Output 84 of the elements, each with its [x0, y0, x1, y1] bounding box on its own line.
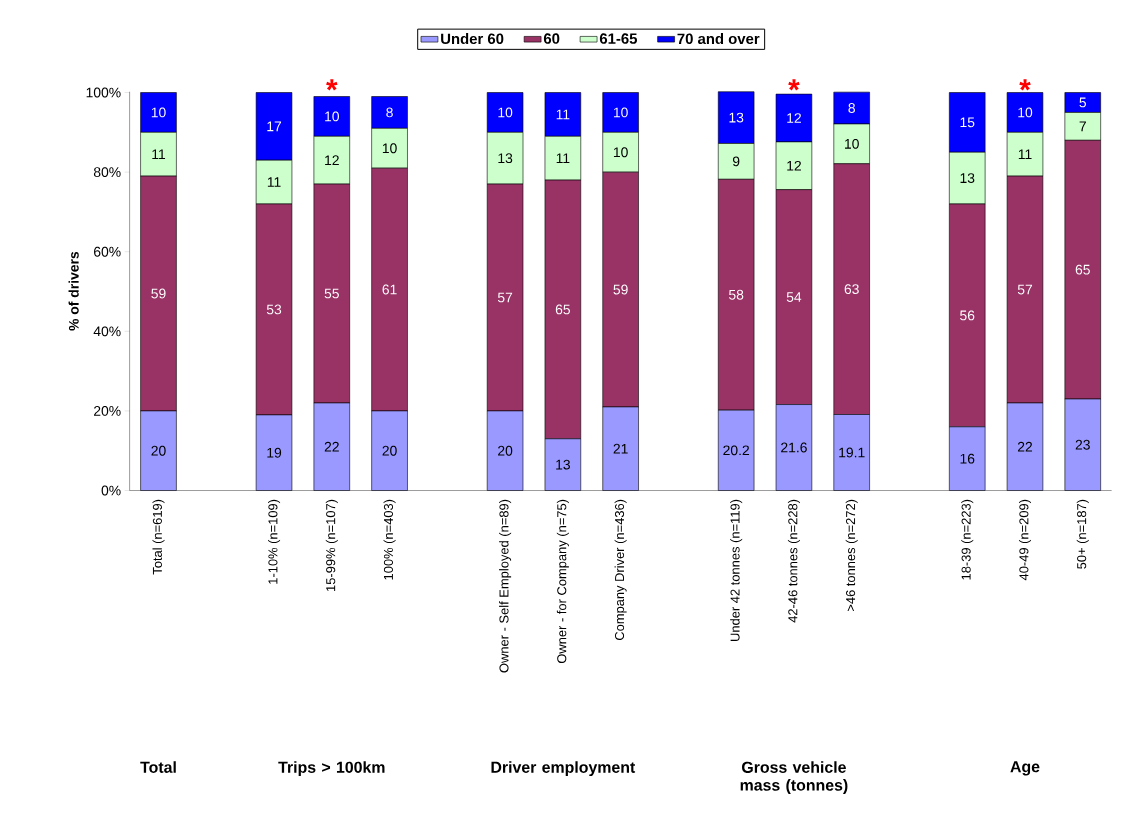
text: Gross vehicle mass (tonnes) [740, 761, 848, 795]
annotation: * [788, 79, 800, 91]
text: Driver employment [491, 761, 636, 777]
text: Trips > 100km [278, 761, 385, 777]
data-label: 65 [555, 304, 571, 315]
data-label: 16 [960, 453, 975, 464]
legend-label: 60 [543, 33, 560, 45]
data-label: 13 [729, 112, 744, 123]
data-label: 10 [613, 147, 628, 158]
data-label: 13 [960, 173, 975, 184]
data-label: 17 [267, 121, 282, 132]
data-label: 12 [787, 113, 801, 124]
data-label: 13 [556, 459, 570, 470]
annotation: * [1019, 79, 1031, 91]
data-label: 11 [556, 153, 570, 164]
x-tick-label: 42-46 tonnes (n=228) [787, 500, 800, 623]
data-label: 8 [848, 103, 855, 114]
x-tick-label: 40-49 (n=209) [1018, 500, 1032, 581]
data-label: 20 [151, 446, 166, 456]
legend-label: Under 60 [441, 33, 504, 45]
x-tick-label: 1-10% (n=109) [268, 500, 281, 585]
data-label: 19.1 [839, 447, 865, 458]
data-label: 7 [1079, 121, 1086, 132]
data-label: 10 [151, 107, 166, 118]
data-label: 20 [382, 446, 397, 456]
x-tick-label: Total (n=619) [152, 500, 165, 575]
x-tick-label: 100% (n=403) [383, 500, 396, 580]
data-label: 15 [960, 117, 975, 128]
data-label: 21 [613, 444, 628, 454]
text: Age [1010, 761, 1040, 776]
data-label: 19 [267, 448, 282, 458]
data-label: 10 [325, 111, 339, 122]
data-label: 53 [266, 304, 282, 315]
data-label: 63 [844, 284, 859, 295]
data-label: 8 [386, 107, 393, 118]
data-label: 12 [787, 161, 801, 171]
data-label: 12 [325, 155, 339, 166]
data-label: 59 [613, 284, 628, 295]
data-label: 11 [267, 177, 281, 188]
data-label: 23 [1075, 440, 1090, 450]
x-tick-label: 18-39 (n=223) [961, 500, 974, 580]
x-tick-label: Owner - for Company (n=75) [556, 500, 569, 664]
data-label: 11 [556, 109, 570, 120]
annotation: * [326, 79, 338, 91]
data-label: 56 [960, 310, 975, 321]
y-tick-label: 60% [94, 247, 121, 257]
data-label: 21.6 [781, 442, 807, 453]
data-label: 5 [1079, 97, 1087, 108]
data-label: 61 [382, 284, 397, 295]
data-label: 22 [1017, 442, 1033, 452]
data-label: 65 [1075, 264, 1090, 275]
data-label: 9 [732, 156, 740, 167]
data-label: 10 [613, 107, 628, 118]
y-tick-label: 80% [93, 167, 121, 178]
data-label: 10 [498, 107, 513, 118]
legend-label: 70 and over [677, 33, 760, 45]
text: Total [140, 761, 176, 774]
y-tick-label: 20% [94, 406, 121, 417]
data-label: 13 [498, 153, 513, 164]
data-label: 59 [151, 288, 166, 299]
data-label: 22 [324, 442, 339, 452]
data-label: 20.2 [723, 445, 749, 456]
x-tick-label: Under 42 tonnes (n=119) [730, 500, 743, 642]
x-tick-label: 15-99% (n=107) [325, 500, 338, 592]
data-label: 20 [498, 446, 513, 456]
y-axis-title: % of drivers [68, 252, 79, 331]
x-tick-label: 50+ (n=187) [1076, 500, 1089, 570]
x-tick-label: Company Driver (n=436) [614, 500, 627, 641]
x-tick-label: Owner - Self Employed (n=89) [499, 500, 512, 673]
data-label: 10 [1018, 107, 1033, 118]
y-tick-label: 0% [101, 485, 121, 496]
data-label: 57 [497, 292, 513, 303]
data-label: 55 [324, 288, 339, 299]
x-tick-label: >46 tonnes (n=272) [845, 500, 858, 612]
data-label: 54 [786, 292, 802, 303]
data-label: 58 [728, 290, 744, 300]
data-label: 11 [1018, 149, 1032, 160]
data-label: 11 [152, 149, 166, 160]
legend-label: 61-65 [599, 33, 638, 45]
data-label: 57 [1017, 284, 1033, 295]
data-label: 10 [382, 143, 397, 154]
data-label: 10 [845, 139, 859, 150]
y-tick-label: 100% [86, 87, 121, 98]
y-tick-label: 40% [93, 326, 121, 337]
